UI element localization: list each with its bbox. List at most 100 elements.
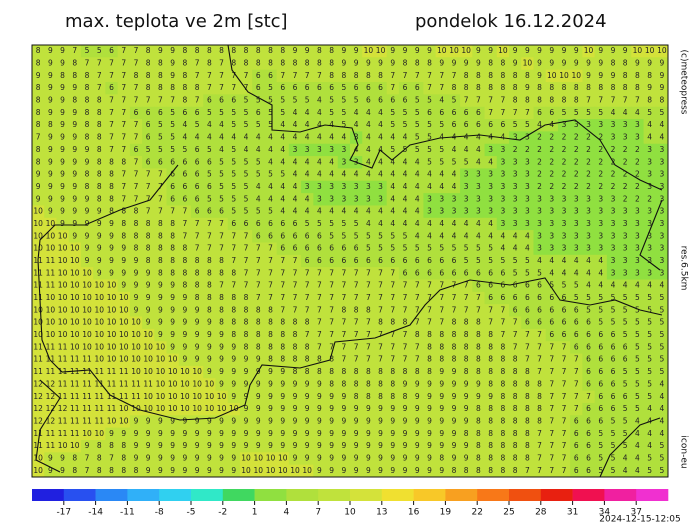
cell-fill: [606, 119, 620, 132]
cell-fill: [398, 69, 412, 83]
cell-value: 5: [439, 145, 444, 154]
cell-value: 5: [329, 96, 334, 105]
cell-value: 8: [268, 342, 273, 351]
cell-value: 6: [219, 207, 224, 216]
cell-value: 7: [537, 367, 542, 376]
cell-value: 3: [647, 244, 652, 253]
cell-value: 7: [390, 342, 395, 351]
cell-fill: [276, 143, 290, 157]
cell-value: 2: [549, 182, 554, 191]
cell-fill: [252, 69, 265, 83]
cell-value: 8: [60, 71, 65, 80]
cell-value: 11: [33, 429, 43, 438]
cell-value: 5: [280, 170, 285, 179]
cell-value: 3: [598, 231, 603, 240]
cell-value: 3: [562, 194, 567, 203]
cell-value: 6: [598, 392, 603, 401]
cell-value: 5: [231, 157, 236, 166]
cell-value: 8: [427, 367, 432, 376]
cell-value: 9: [280, 379, 285, 388]
cell-fill: [582, 131, 596, 145]
cell-value: 8: [280, 318, 285, 327]
cell-value: 8: [476, 355, 481, 364]
cell-fill: [655, 45, 669, 58]
cell-value: 7: [329, 281, 334, 290]
cell-value: 7: [244, 244, 249, 253]
cell-value: 4: [354, 207, 359, 216]
cell-value: 5: [647, 355, 652, 364]
cell-fill: [154, 131, 168, 145]
cell-value: 4: [182, 120, 187, 129]
cell-value: 7: [219, 59, 224, 68]
cell-value: 10: [376, 46, 386, 55]
cell-value: 3: [354, 194, 359, 203]
cell-fill: [582, 57, 596, 71]
cell-value: 7: [305, 268, 310, 277]
cell-value: 8: [231, 268, 236, 277]
cell-value: 7: [231, 281, 236, 290]
cell-fill: [264, 143, 278, 157]
cell-value: 6: [182, 194, 187, 203]
cell-value: 3: [329, 145, 334, 154]
cell-value: 8: [378, 392, 383, 401]
cell-value: 9: [293, 429, 298, 438]
cell-value: 5: [219, 108, 224, 117]
cell-fill: [288, 131, 302, 145]
cell-value: 6: [586, 441, 591, 450]
cell-value: 11: [46, 268, 56, 277]
cell-value: 9: [48, 194, 53, 203]
cell-value: 8: [207, 59, 212, 68]
cell-value: 9: [231, 379, 236, 388]
cell-value: 7: [85, 453, 90, 462]
cell-fill: [129, 143, 143, 157]
cell-value: 11: [94, 392, 104, 401]
cell-value: 8: [293, 367, 298, 376]
cell-value: 8: [366, 305, 371, 314]
cell-value: 8: [549, 96, 554, 105]
cell-value: 7: [231, 83, 236, 92]
colorbar-segment: [509, 489, 542, 501]
cell-value: 10: [94, 318, 104, 327]
cell-value: 8: [97, 108, 102, 117]
cell-value: 6: [109, 46, 114, 55]
cell-value: 8: [525, 404, 530, 413]
cell-value: 10: [180, 379, 190, 388]
cell-value: 4: [305, 207, 310, 216]
cell-value: 9: [72, 133, 77, 142]
cell-fill: [509, 131, 522, 145]
cell-value: 3: [611, 268, 616, 277]
cell-value: 4: [378, 170, 383, 179]
cell-value: 9: [329, 466, 334, 475]
cell-value: 5: [415, 244, 420, 253]
cell-value: 8: [500, 379, 505, 388]
cell-value: 9: [427, 429, 432, 438]
cell-value: 4: [439, 96, 444, 105]
cell-fill: [545, 119, 559, 132]
cell-value: 8: [500, 342, 505, 351]
cell-value: 7: [525, 108, 530, 117]
cell-value: 9: [195, 330, 200, 339]
cell-fill: [386, 69, 400, 83]
cell-value: 7: [366, 355, 371, 364]
cell-value: 6: [611, 367, 616, 376]
cell-value: 6: [182, 182, 187, 191]
cell-value: 4: [390, 194, 395, 203]
cell-value: 7: [280, 281, 285, 290]
cell-value: 10: [70, 268, 80, 277]
cell-value: 6: [317, 231, 322, 240]
cell-value: 8: [537, 404, 542, 413]
cell-value: 9: [341, 392, 346, 401]
cell-fill: [350, 106, 363, 120]
cell-value: 10: [192, 379, 202, 388]
cell-value: 8: [390, 392, 395, 401]
cell-fill: [374, 69, 388, 83]
cell-value: 7: [354, 355, 359, 364]
cell-value: 9: [48, 46, 53, 55]
copyright: (c)meteopress: [679, 50, 689, 115]
cell-fill: [32, 94, 45, 108]
cell-value: 8: [354, 305, 359, 314]
cell-value: 7: [317, 71, 322, 80]
cell-value: 7: [231, 244, 236, 253]
cell-value: 4: [452, 170, 457, 179]
cell-value: 7: [85, 59, 90, 68]
